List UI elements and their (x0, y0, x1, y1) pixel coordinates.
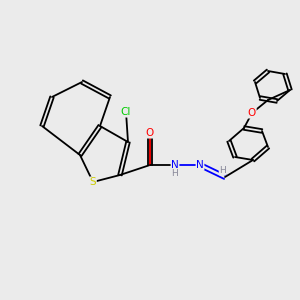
Text: Cl: Cl (121, 107, 131, 117)
Text: H: H (219, 166, 226, 175)
Text: H: H (172, 169, 178, 178)
Text: S: S (90, 177, 96, 187)
Text: O: O (146, 128, 154, 138)
Text: N: N (171, 160, 179, 170)
Text: N: N (196, 160, 204, 170)
Text: O: O (248, 108, 256, 118)
